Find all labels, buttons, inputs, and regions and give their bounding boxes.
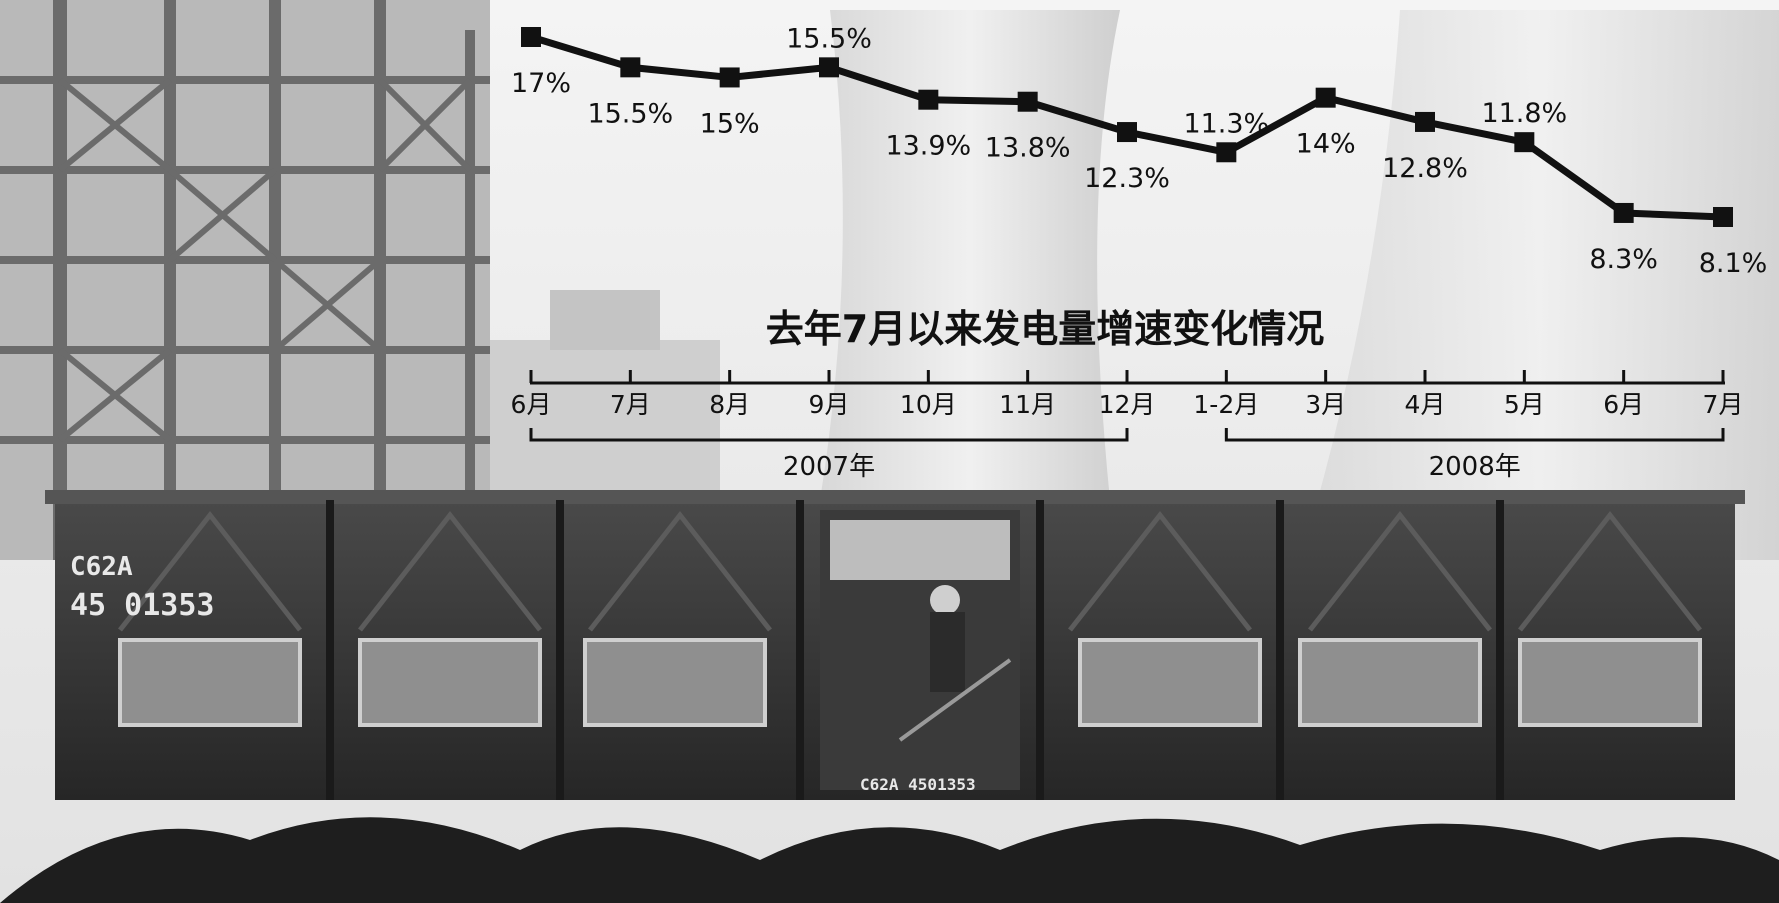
year-label: 2008年	[1429, 452, 1521, 482]
data-point-marker	[819, 57, 839, 78]
x-tick-label: 11月	[999, 390, 1056, 419]
data-point-marker	[1514, 132, 1535, 153]
wagon-model-text: C62A	[70, 552, 133, 582]
data-value-label: 8.1%	[1699, 248, 1768, 279]
x-tick-label: 7月	[1703, 390, 1744, 419]
x-tick-label: 12月	[1099, 390, 1156, 419]
data-value-label: 12.3%	[1084, 163, 1170, 194]
data-value-label: 13.8%	[985, 133, 1071, 164]
data-point-marker	[1117, 122, 1137, 143]
data-value-label: 15.5%	[786, 23, 872, 54]
data-point-marker	[719, 67, 740, 88]
coal-wagon: C62A 45 01353 C62A 4501353	[45, 490, 1745, 800]
data-value-label: 11.8%	[1481, 98, 1567, 129]
x-tick-label: 4月	[1405, 390, 1446, 419]
x-tick-label: 1-2月	[1193, 390, 1259, 419]
x-tick-label: 6月	[511, 390, 552, 419]
data-point-marker	[1415, 111, 1435, 132]
data-point-marker	[1216, 142, 1237, 163]
cooling-tower-right	[1300, 10, 1779, 560]
data-value-label: 13.9%	[885, 131, 971, 162]
data-value-label: 17%	[511, 68, 571, 99]
steel-frame-structure	[0, 0, 490, 560]
building	[470, 340, 720, 510]
data-point-marker	[521, 27, 541, 47]
wagon-number-text: 45 01353	[70, 588, 215, 623]
data-value-label: 14%	[1296, 129, 1356, 160]
year-bracket	[529, 428, 1129, 442]
year-bracket	[1224, 428, 1725, 442]
year-label: 2007年	[783, 452, 875, 482]
cooling-tower-left	[820, 10, 1120, 500]
data-point-marker	[620, 57, 641, 78]
data-value-label: 11.3%	[1183, 108, 1269, 139]
data-point-marker	[1315, 87, 1336, 108]
x-tick-label: 9月	[809, 390, 850, 419]
data-point-marker	[1613, 202, 1634, 223]
x-tick-label: 6月	[1603, 390, 1644, 419]
data-value-label: 12.8%	[1382, 153, 1468, 184]
wagon-door-code-text: C62A 4501353	[860, 775, 976, 794]
building-top	[550, 290, 660, 350]
chart-title: 去年7月以来发电量增速变化情况	[766, 307, 1324, 351]
x-tick-label: 3月	[1305, 390, 1346, 419]
x-tick-label: 8月	[709, 390, 750, 419]
data-point-marker	[1713, 207, 1733, 227]
data-point-marker	[918, 89, 939, 110]
x-tick-label: 7月	[610, 390, 651, 419]
data-point-marker	[1017, 91, 1038, 112]
data-value-label: 15%	[700, 108, 760, 139]
data-value-label: 15.5%	[587, 98, 673, 129]
data-value-label: 8.3%	[1589, 244, 1658, 275]
x-tick-label: 5月	[1504, 390, 1545, 419]
x-tick-label: 10月	[900, 390, 957, 419]
coal-piles	[0, 817, 1779, 903]
